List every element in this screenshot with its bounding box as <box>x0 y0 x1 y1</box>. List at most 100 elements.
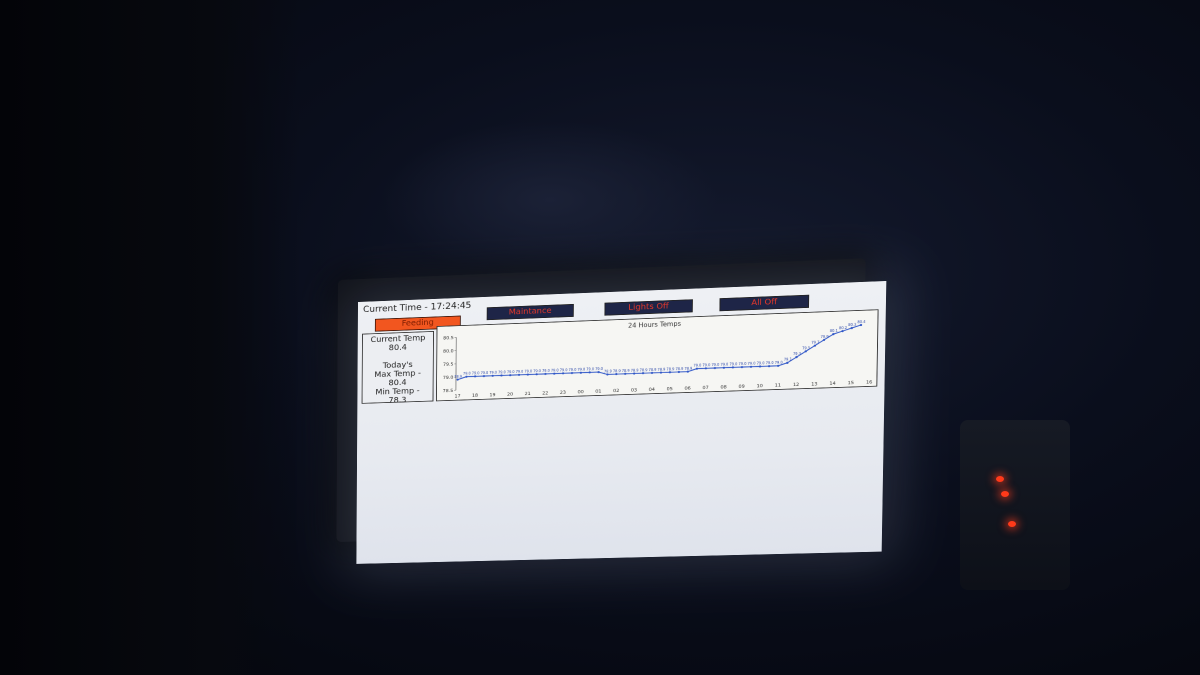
data-point <box>597 370 600 374</box>
status-led-2 <box>1001 491 1009 497</box>
data-point <box>588 371 591 374</box>
data-label: 80.1 <box>830 329 838 333</box>
data-label: 78.9 <box>640 368 648 372</box>
data-point <box>850 326 853 330</box>
x-tick-label: 12 <box>793 382 800 388</box>
data-label: 79.0 <box>516 370 524 374</box>
data-point <box>606 373 609 376</box>
data-label: 79.0 <box>569 368 577 372</box>
data-label: 80.2 <box>839 326 847 330</box>
x-tick-label: 05 <box>667 386 673 392</box>
data-label: 78.9 <box>684 366 692 370</box>
data-point <box>686 370 690 373</box>
data-label: 79.0 <box>560 368 568 372</box>
x-tick-label: 15 <box>848 380 855 386</box>
data-point <box>491 374 494 377</box>
data-label: 79.0 <box>481 371 489 375</box>
x-tick-label: 09 <box>739 384 745 390</box>
data-point <box>777 364 780 367</box>
x-tick-label: 20 <box>507 392 513 398</box>
data-point <box>832 333 835 336</box>
x-tick-label: 11 <box>775 383 782 389</box>
data-point <box>859 323 863 327</box>
data-label: 78.9 <box>666 367 674 371</box>
x-tick-label: 13 <box>811 381 818 387</box>
x-tick-label: 07 <box>702 385 708 391</box>
lights-off-button[interactable]: Lights Off <box>604 299 693 316</box>
data-point <box>641 372 645 375</box>
data-label: 79.0 <box>542 369 550 373</box>
data-label: 79.1 <box>784 358 792 362</box>
status-led-1 <box>996 476 1004 482</box>
data-point <box>795 355 798 359</box>
x-tick-label: 16 <box>866 379 873 385</box>
y-tick-label: 78.5 <box>443 388 454 394</box>
x-tick-label: 18 <box>472 393 478 399</box>
data-label: 79.0 <box>738 362 746 366</box>
data-label: 79.0 <box>551 368 559 372</box>
data-point <box>813 344 817 347</box>
data-label: 79.0 <box>775 361 783 365</box>
data-point <box>740 365 744 369</box>
data-label: 78.9 <box>657 367 665 371</box>
data-label: 79.0 <box>524 369 532 373</box>
data-label: 79.0 <box>595 367 603 371</box>
data-point <box>456 378 459 381</box>
current-time-label: Current Time - 17:24:45 <box>363 300 472 315</box>
data-label: 79.5 <box>802 346 810 350</box>
data-label: 78.9 <box>454 375 462 379</box>
data-label: 78.9 <box>622 369 630 373</box>
data-label: 79.0 <box>747 362 755 366</box>
data-point <box>749 365 753 368</box>
data-label: 79.0 <box>693 363 701 367</box>
background-device <box>960 420 1070 590</box>
data-point <box>695 367 699 370</box>
data-label: 78.9 <box>604 369 612 373</box>
data-point <box>624 372 627 375</box>
data-label: 79.0 <box>489 371 497 375</box>
data-label: 78.9 <box>675 367 683 371</box>
x-tick-label: 03 <box>631 387 637 393</box>
data-label: 79.0 <box>720 363 728 367</box>
y-tick-label: 79.0 <box>443 375 454 381</box>
data-point <box>804 350 807 353</box>
data-point <box>659 371 663 374</box>
background-cable-shadow <box>380 120 720 280</box>
data-point <box>767 365 771 368</box>
data-point <box>668 371 672 374</box>
data-point <box>544 372 547 376</box>
x-tick-label: 08 <box>720 384 726 390</box>
maintenance-button[interactable]: Maintance <box>486 303 574 321</box>
x-tick-label: 02 <box>613 388 619 394</box>
x-tick-label: 17 <box>454 393 460 399</box>
x-tick-label: 00 <box>578 389 584 395</box>
data-point <box>786 361 789 364</box>
status-led-3 <box>1008 521 1016 527</box>
data-point <box>650 371 654 374</box>
x-tick-label: 06 <box>684 386 690 392</box>
data-point <box>822 338 826 341</box>
y-tick-label: 79.5 <box>443 362 454 368</box>
x-tick-label: 22 <box>542 390 548 396</box>
x-tick-label: 21 <box>525 391 531 397</box>
data-label: 79.0 <box>507 370 515 374</box>
x-tick-label: 01 <box>595 389 601 395</box>
data-label: 79.0 <box>729 362 737 366</box>
data-label: 79.0 <box>533 369 541 373</box>
data-label: 80.4 <box>857 320 865 324</box>
temperature-info-panel: Current Temp 80.4 Today's Max Temp - 80.… <box>361 331 434 405</box>
data-label: 78.9 <box>631 368 639 372</box>
x-tick-label: 10 <box>757 383 763 389</box>
all-off-button[interactable]: All Off <box>719 294 810 312</box>
x-tick-label: 14 <box>829 381 836 387</box>
data-point <box>632 372 636 375</box>
data-point <box>615 373 618 376</box>
data-label: 79.0 <box>498 370 506 374</box>
data-label: 79.0 <box>766 361 774 365</box>
data-label: 79.0 <box>472 371 480 375</box>
data-label: 79.0 <box>702 363 710 367</box>
x-tick-label: 04 <box>649 387 655 393</box>
display-screen: Current Time - 17:24:45 Feeding Maintanc… <box>356 280 887 564</box>
data-point <box>722 366 726 369</box>
data-point <box>517 373 521 376</box>
